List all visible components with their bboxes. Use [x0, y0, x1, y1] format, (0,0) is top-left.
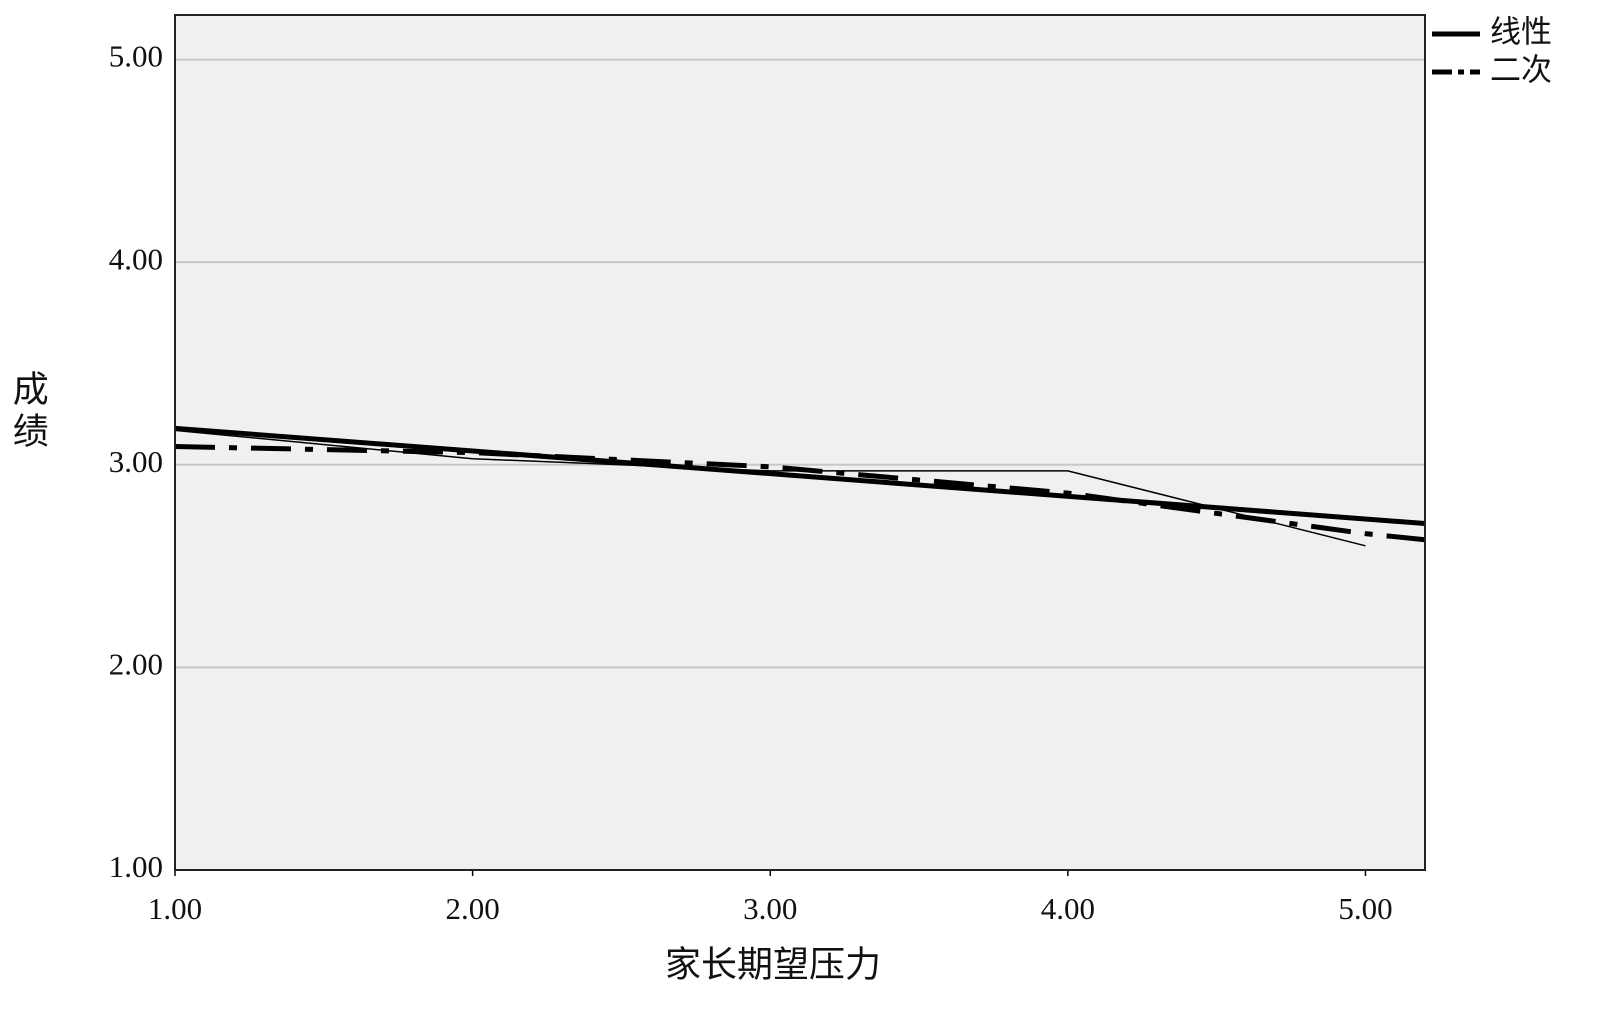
series-line — [174, 425, 1426, 527]
x-tick-label: 3.00 — [743, 891, 797, 926]
y-tick-label: 3.00 — [109, 444, 163, 479]
y-tick-label: 1.00 — [109, 849, 163, 884]
series-line — [174, 429, 1366, 547]
y-tick-label: 5.00 — [109, 39, 163, 74]
x-tick-label: 2.00 — [445, 891, 499, 926]
y-axis-label: 成绩 — [8, 370, 48, 454]
x-tick-label: 4.00 — [1041, 891, 1095, 926]
x-axis-label: 家长期望压力 — [665, 944, 881, 984]
legend-label: 线性 — [1490, 15, 1552, 51]
y-tick-label: 4.00 — [109, 241, 163, 276]
series-line — [174, 444, 1426, 543]
y-tick-label: 2.00 — [109, 647, 163, 682]
legend-label: 二次 — [1490, 53, 1552, 89]
x-tick-label: 1.00 — [148, 891, 202, 926]
x-tick-label: 5.00 — [1338, 891, 1392, 926]
plot-border — [174, 14, 1426, 871]
